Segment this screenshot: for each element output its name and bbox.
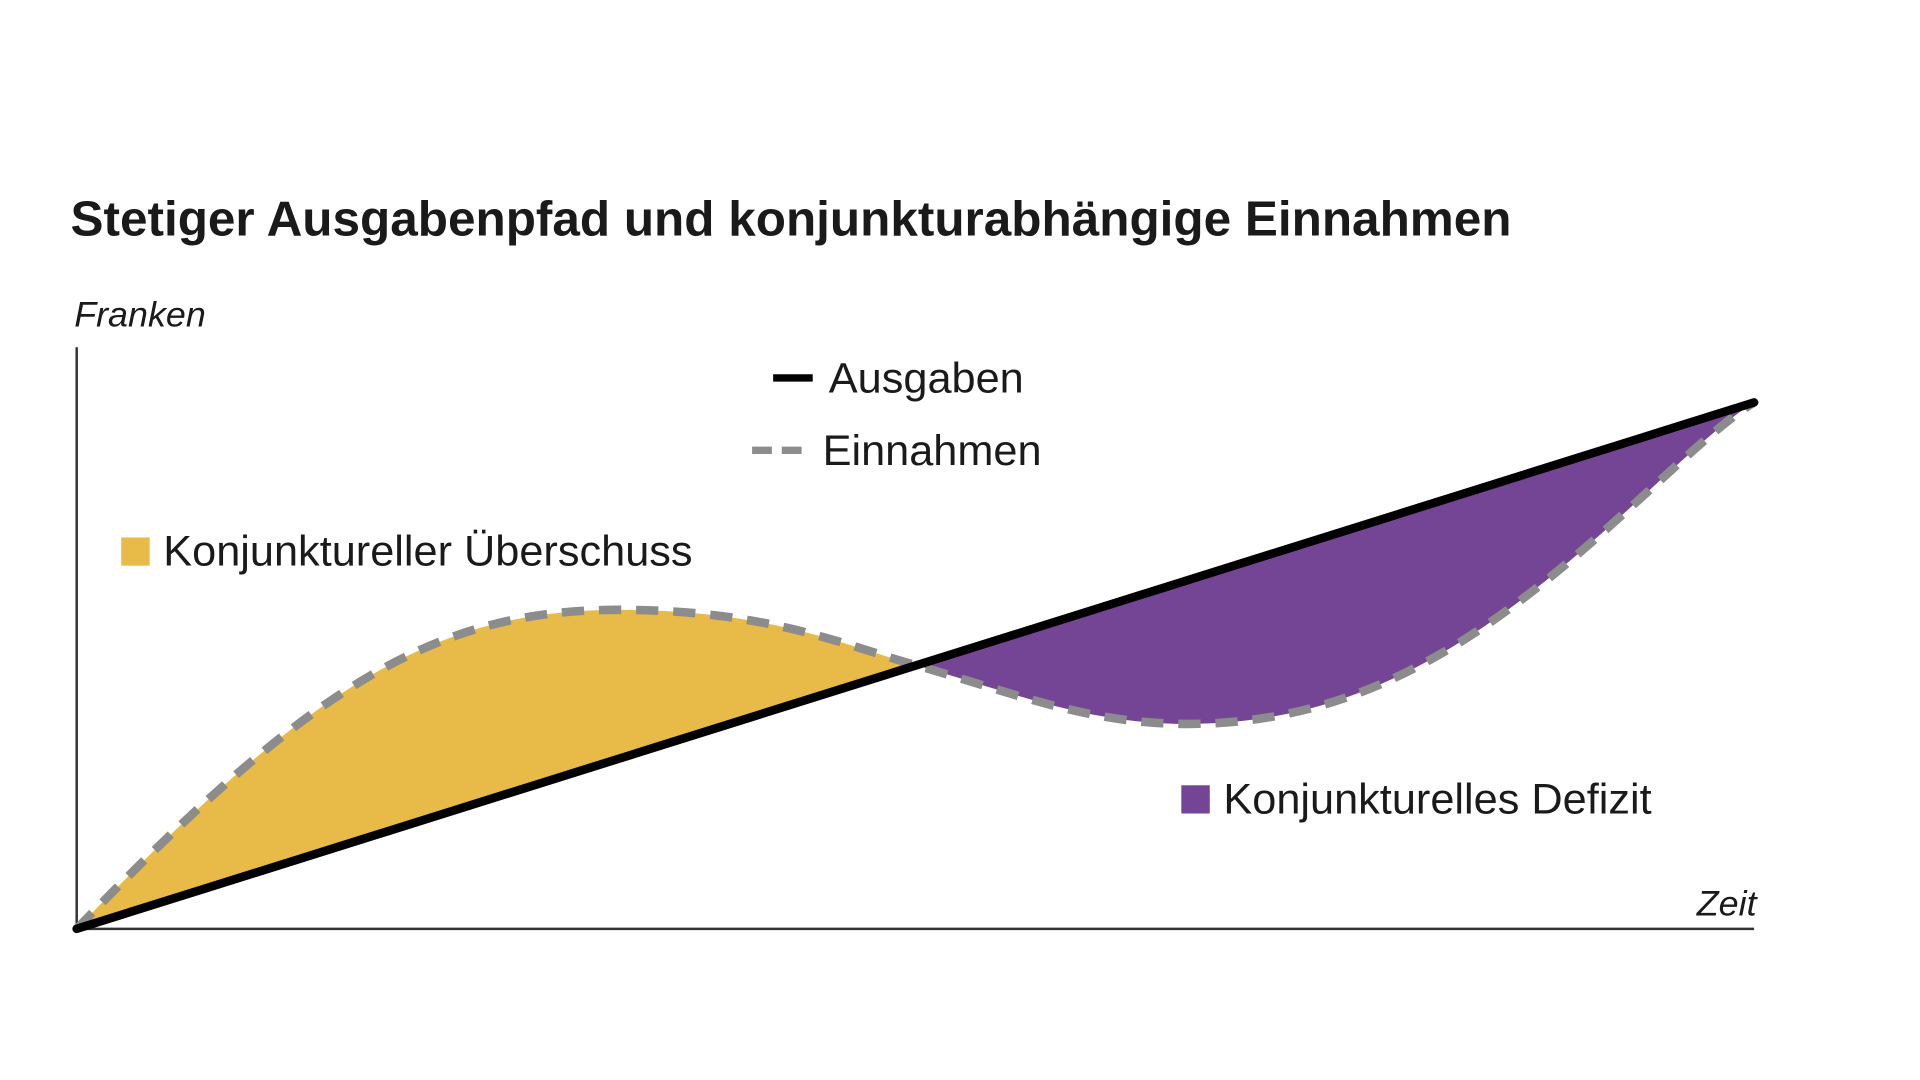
legend-label: Ausgaben <box>829 355 1024 403</box>
y-axis-label: Franken <box>74 295 206 335</box>
x-axis-label: Zeit <box>1696 883 1759 923</box>
region-label: Konjunktureller Überschuss <box>163 528 692 576</box>
title: Stetiger Ausgabenpfad und konjunkturabhä… <box>71 192 1512 247</box>
legend-label: Einnahmen <box>823 427 1042 475</box>
diagram-body: Stetiger Ausgabenpfad und konjunkturabhä… <box>71 192 1759 934</box>
expenditure-line <box>72 398 1759 934</box>
revenue-line <box>73 398 1757 932</box>
surplus-area <box>76 609 916 929</box>
deficit-area <box>915 402 1755 724</box>
region-label: Konjunkturelles Defizit <box>1223 776 1651 824</box>
region-swatch <box>1181 785 1210 814</box>
region-swatch <box>121 537 150 566</box>
